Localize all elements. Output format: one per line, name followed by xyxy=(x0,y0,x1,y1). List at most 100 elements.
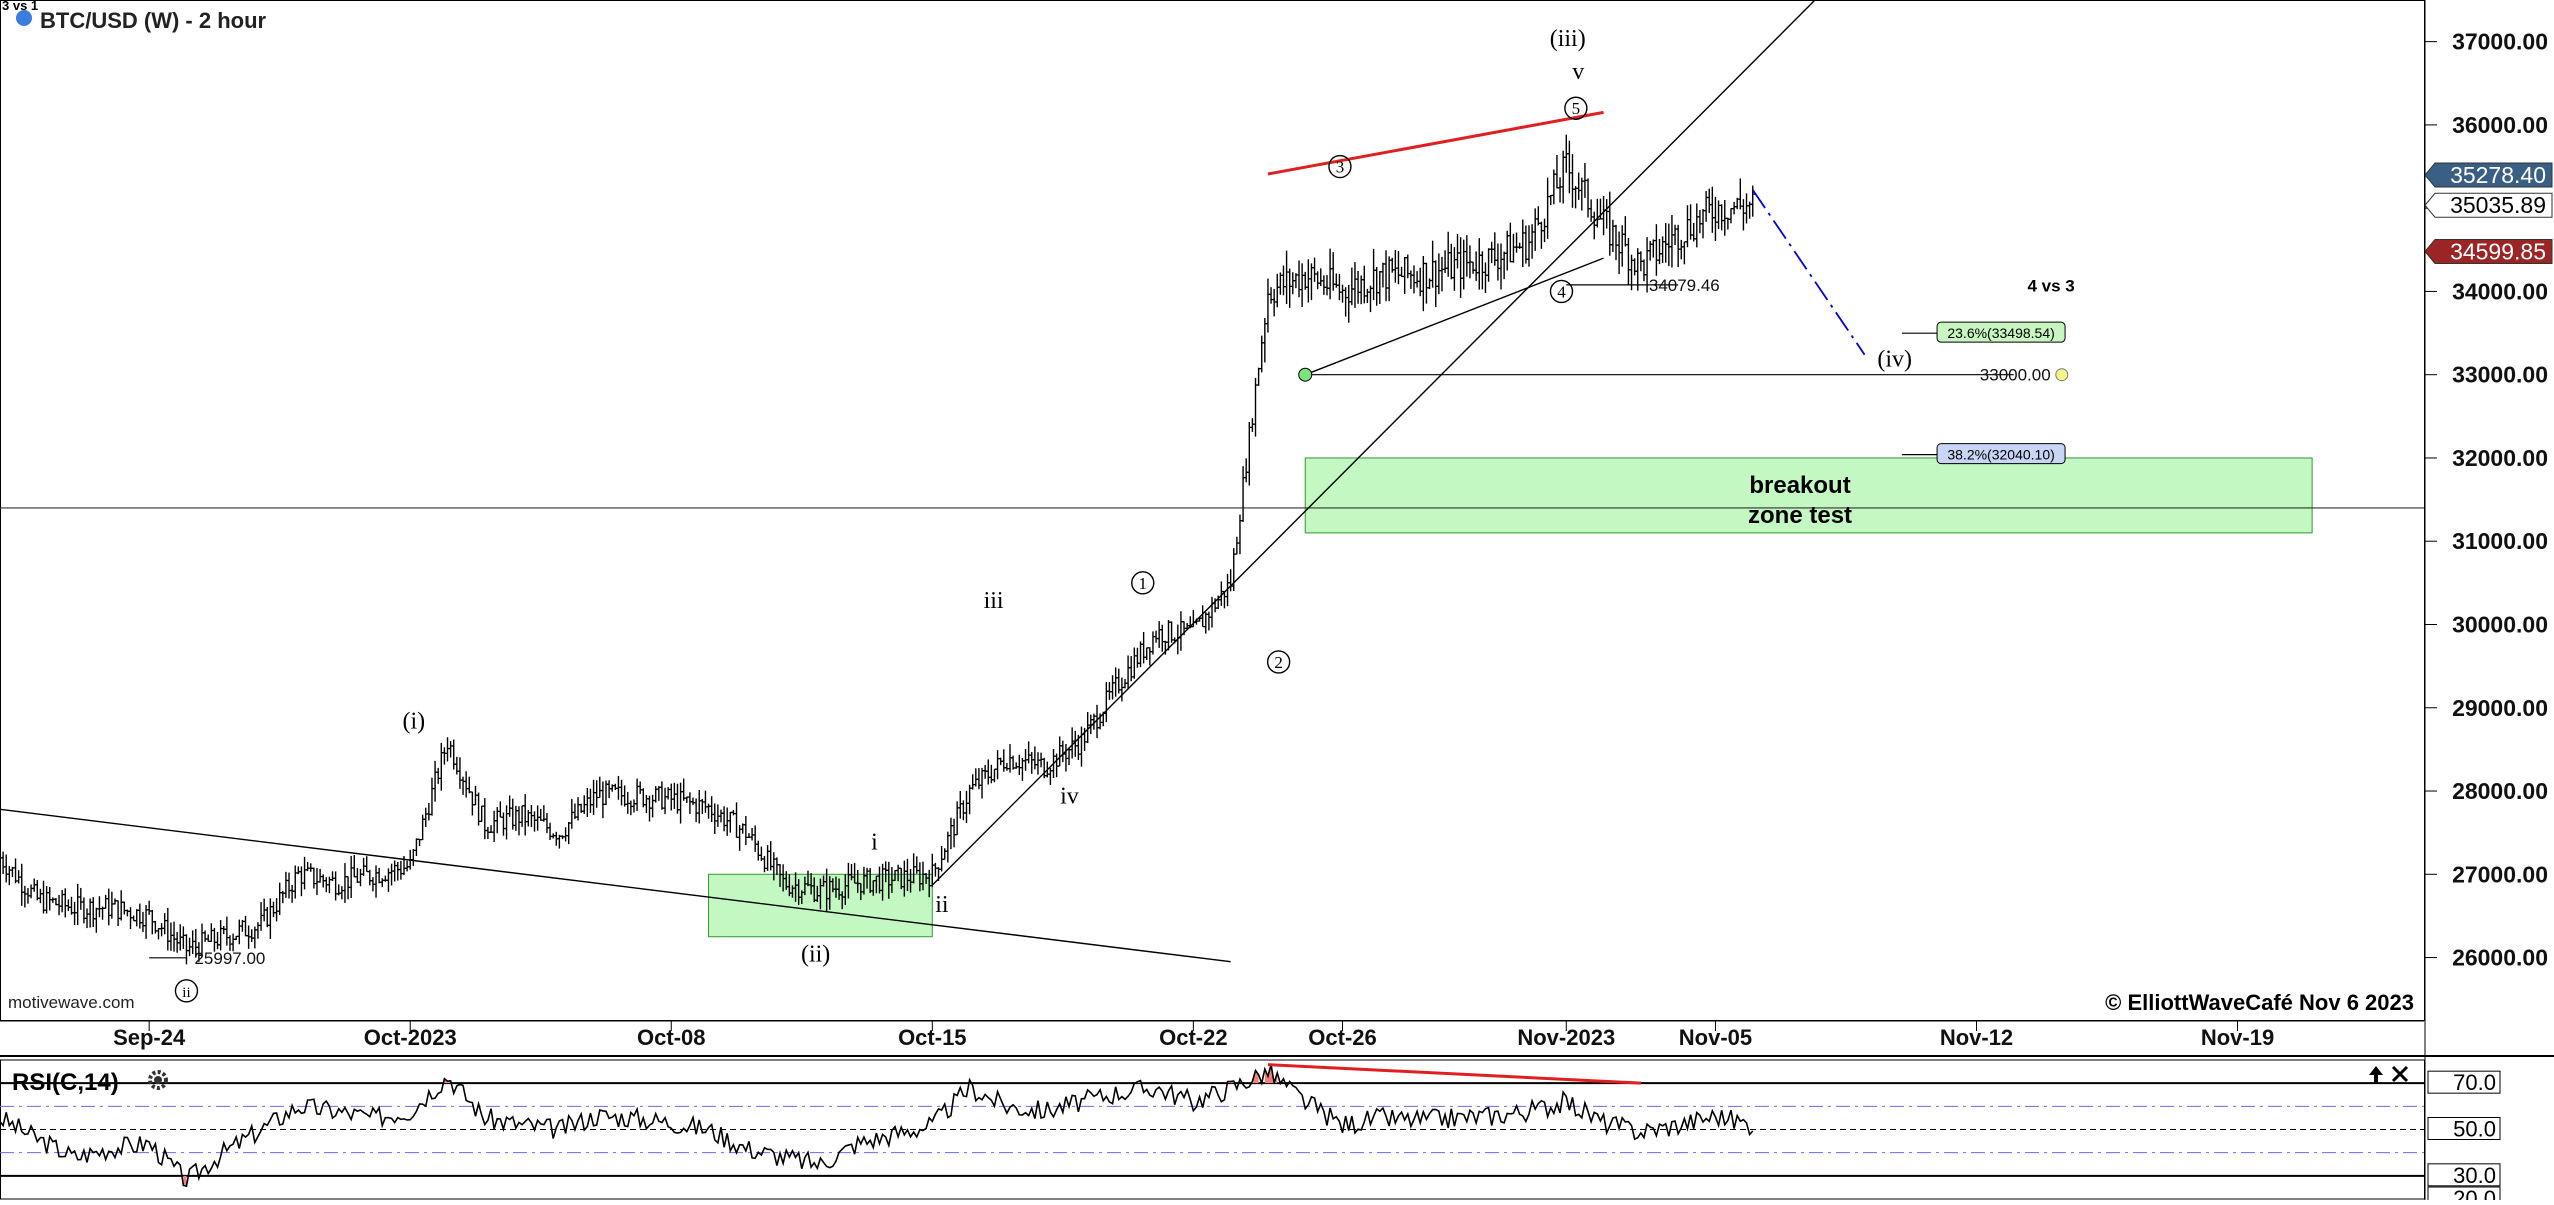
price-bar xyxy=(659,781,665,810)
price-bar xyxy=(1389,257,1395,273)
price-bar xyxy=(482,798,488,840)
price-bar xyxy=(1156,621,1162,648)
price-bar xyxy=(954,801,960,836)
price-bar xyxy=(215,931,221,950)
price-bar xyxy=(942,848,948,860)
price-bar xyxy=(1246,421,1252,486)
price-bar xyxy=(1712,196,1718,241)
price-bar xyxy=(1399,266,1405,278)
price-bar xyxy=(302,856,308,890)
price-bar xyxy=(538,808,544,821)
price-bar xyxy=(1653,224,1659,276)
symbol-dot-icon xyxy=(16,10,32,26)
price-bar xyxy=(438,742,444,791)
price-bar xyxy=(591,779,597,815)
price-bar xyxy=(131,915,137,922)
price-bar xyxy=(1709,186,1715,233)
price-bar xyxy=(1514,232,1520,253)
price-bar xyxy=(1576,172,1582,200)
price-bar xyxy=(594,780,600,808)
price-bar xyxy=(702,790,708,813)
price-bar xyxy=(1520,219,1526,268)
arrow-up-icon[interactable] xyxy=(2369,1066,2383,1083)
price-bar xyxy=(1343,287,1349,317)
price-tick-label-7: 33000.00 xyxy=(2452,362,2548,388)
price-bar xyxy=(1234,536,1240,555)
price-bar xyxy=(124,909,130,917)
price-bar xyxy=(1262,318,1268,363)
upper-red-trendline xyxy=(1267,110,1604,176)
price-bar xyxy=(1588,199,1594,222)
price-bar xyxy=(575,797,581,821)
price-bar xyxy=(1386,256,1392,302)
price-bar xyxy=(709,796,715,823)
price-bar xyxy=(348,855,354,899)
price-bar xyxy=(1029,751,1035,774)
rsi-divergence-line xyxy=(1267,1063,1641,1085)
price-bar xyxy=(432,760,438,802)
price-bar xyxy=(1442,250,1448,273)
price-bar xyxy=(765,845,771,871)
wave-label-6: iii xyxy=(984,588,1004,614)
price-bar xyxy=(945,831,951,863)
price-tags: 35278.40 35035.89 34599.85 xyxy=(2424,162,2553,264)
wave-label-circled-4: 4 xyxy=(1549,279,1574,304)
price-bar xyxy=(1032,746,1038,770)
price-bar xyxy=(600,781,606,819)
rising-trendline xyxy=(931,0,1816,886)
price-bar xyxy=(1308,263,1314,301)
chart-title[interactable]: BTC/USD (W) - 2 hour xyxy=(40,8,267,33)
price-bar xyxy=(637,781,643,795)
price-bar xyxy=(1666,223,1672,267)
price-bar xyxy=(948,817,954,850)
price-bar xyxy=(267,898,273,939)
price-bar xyxy=(457,757,463,789)
price-bar xyxy=(1287,268,1293,308)
price-bar xyxy=(1408,270,1414,289)
price-bar xyxy=(1414,271,1420,288)
close-icon[interactable] xyxy=(2391,1065,2409,1083)
price-bar xyxy=(1641,259,1647,282)
price-bar xyxy=(1290,272,1296,295)
price-bar xyxy=(1445,231,1451,277)
wave-label-1: (ii) xyxy=(801,942,830,968)
price-bar xyxy=(72,901,78,926)
price-bar xyxy=(587,788,593,813)
price-bar xyxy=(354,868,360,883)
price-bar xyxy=(1610,219,1616,253)
price-bar xyxy=(774,857,780,875)
date-tick-label-6: Nov-2023 xyxy=(1517,1025,1615,1050)
price-bar xyxy=(1507,222,1513,263)
price-bar xyxy=(1243,458,1249,483)
wave-label-text: 3 xyxy=(1336,158,1345,177)
price-bar xyxy=(441,747,447,765)
price-bar xyxy=(1625,237,1631,286)
price-bar xyxy=(1681,241,1687,265)
gear-icon[interactable] xyxy=(148,1070,168,1090)
price-bar xyxy=(1526,225,1532,267)
price-bar xyxy=(1312,257,1318,282)
price-bar xyxy=(970,774,976,790)
price-bar xyxy=(1430,240,1436,288)
price-bar xyxy=(1542,218,1548,243)
price-bar xyxy=(19,863,25,906)
price-bar xyxy=(44,885,50,914)
price-bar xyxy=(202,930,208,942)
price-bar xyxy=(1141,631,1147,664)
price-bar xyxy=(1377,271,1383,305)
rsi-label[interactable]: RSI(C,14) xyxy=(12,1069,119,1096)
wave-label-2: (iii) xyxy=(1550,26,1586,52)
price-bar xyxy=(1402,257,1408,295)
price-bar xyxy=(1740,199,1746,231)
price-bar xyxy=(342,863,348,903)
price-tick-label-11: 37000.00 xyxy=(2452,29,2548,55)
price-bar xyxy=(392,860,398,882)
price-bar xyxy=(1284,250,1290,305)
price-bar xyxy=(1585,178,1591,218)
price-bar xyxy=(1016,754,1022,776)
price-bar xyxy=(115,900,121,927)
price-bar xyxy=(1321,275,1327,295)
price-bar xyxy=(333,871,339,901)
